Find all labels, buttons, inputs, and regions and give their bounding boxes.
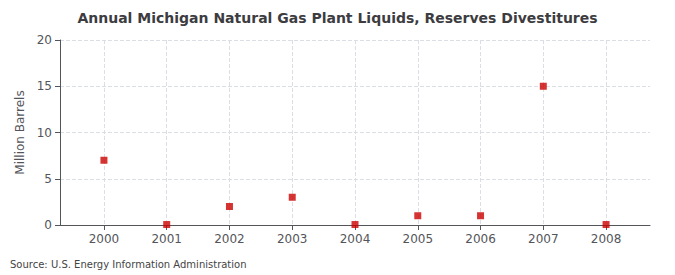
svg-text:5: 5 — [44, 172, 52, 186]
svg-text:2006: 2006 — [465, 232, 496, 246]
svg-text:2005: 2005 — [402, 232, 433, 246]
svg-text:10: 10 — [37, 126, 52, 140]
svg-text:2007: 2007 — [528, 232, 559, 246]
svg-text:2004: 2004 — [340, 232, 371, 246]
svg-text:0: 0 — [44, 218, 52, 232]
svg-text:2000: 2000 — [89, 232, 120, 246]
svg-text:2003: 2003 — [277, 232, 308, 246]
svg-text:2008: 2008 — [591, 232, 622, 246]
svg-text:2001: 2001 — [151, 232, 182, 246]
svg-text:2002: 2002 — [214, 232, 245, 246]
svg-text:Annual Michigan Natural Gas Pl: Annual Michigan Natural Gas Plant Liquid… — [77, 10, 597, 26]
svg-text:15: 15 — [37, 79, 52, 93]
svg-text:Source: U.S. Energy Informatio: Source: U.S. Energy Information Administ… — [10, 259, 247, 270]
svg-text:Million Barrels: Million Barrels — [13, 90, 27, 174]
svg-text:20: 20 — [37, 33, 52, 47]
